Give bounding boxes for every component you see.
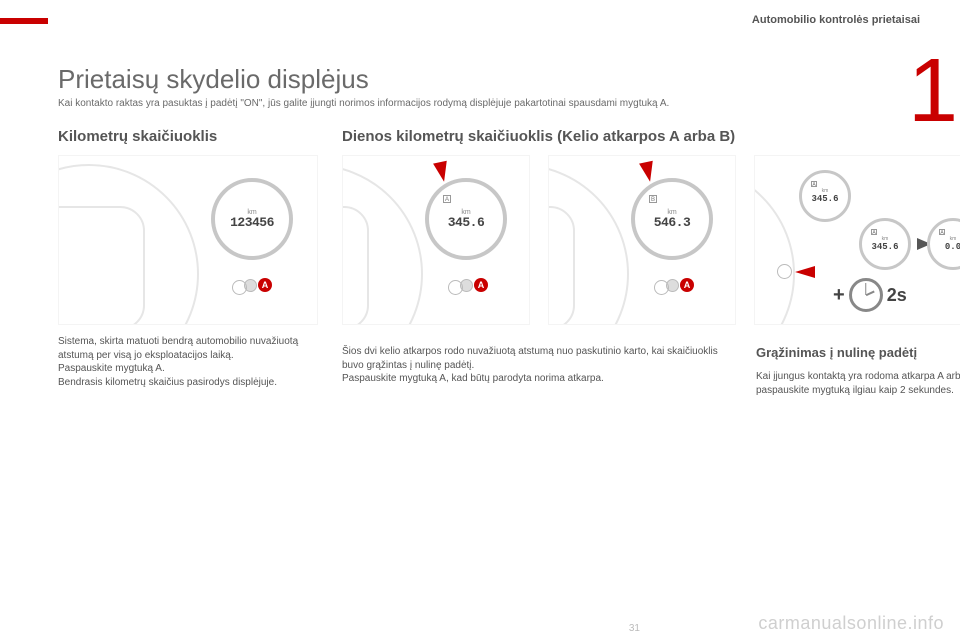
trip-b-value: 546.3: [654, 215, 691, 230]
section-a-title: Kilometrų skaičiuoklis: [58, 128, 318, 145]
trip-indicator-a: A: [443, 195, 451, 203]
section-b-title: Dienos kilometrų skaičiuoklis (Kelio atk…: [342, 128, 960, 145]
odometer-illustration: km 123456: [58, 155, 318, 325]
page-title: Prietaisų skydelio displėjus: [58, 64, 920, 95]
reset-illustration: A km 345.6 A km 345.6 A km: [754, 155, 960, 325]
arrow-icon: [433, 161, 451, 183]
header-section-label: Automobilio kontrolės prietaisai: [752, 14, 920, 26]
plus-icon: +: [833, 284, 845, 307]
page-subtitle: Kai kontakto raktas yra pasuktas į padėt…: [58, 97, 858, 110]
trip-a-illustration: A km 345.6: [342, 155, 530, 325]
reset-dial1-value: 345.6: [811, 194, 838, 204]
section-b-body: Šios dvi kelio atkarpos rodo nuvažiuotą …: [342, 345, 738, 386]
odometer-value: 123456: [230, 215, 274, 230]
watermark: carmanualsonline.info: [758, 613, 944, 634]
clock-icon: [849, 278, 883, 312]
trip-b-illustration: B km 546.3: [548, 155, 736, 325]
section-a-body: Sistema, skirta matuoti bendrą automobil…: [58, 335, 318, 389]
button-ring-icon: [777, 264, 792, 279]
reset-dial3-value: 0.0: [945, 242, 960, 252]
trip-indicator: A: [939, 229, 945, 235]
trip-a-value: 345.6: [448, 215, 485, 230]
button-a-marker: [244, 279, 257, 292]
button-a-marker: [460, 279, 473, 292]
reset-dial2-value: 345.6: [871, 242, 898, 252]
reset-section-body: Kai įjungus kontaktą yra rodoma atkarpa …: [756, 370, 960, 397]
button-a-marker: [666, 279, 679, 292]
chapter-number: 1: [908, 40, 952, 143]
reset-section-title: Grąžinimas į nulinę padėtį: [756, 345, 960, 360]
trip-indicator: A: [811, 181, 817, 187]
arrow-icon: [639, 161, 657, 183]
trip-indicator: A: [871, 229, 877, 235]
trip-indicator-b: B: [649, 195, 657, 203]
press-arrow-icon: [795, 266, 815, 278]
top-accent-bar: [0, 18, 48, 24]
hold-duration: 2s: [887, 285, 907, 306]
hold-2s-indicator: + 2s: [833, 278, 907, 312]
page-number: 31: [629, 623, 640, 634]
